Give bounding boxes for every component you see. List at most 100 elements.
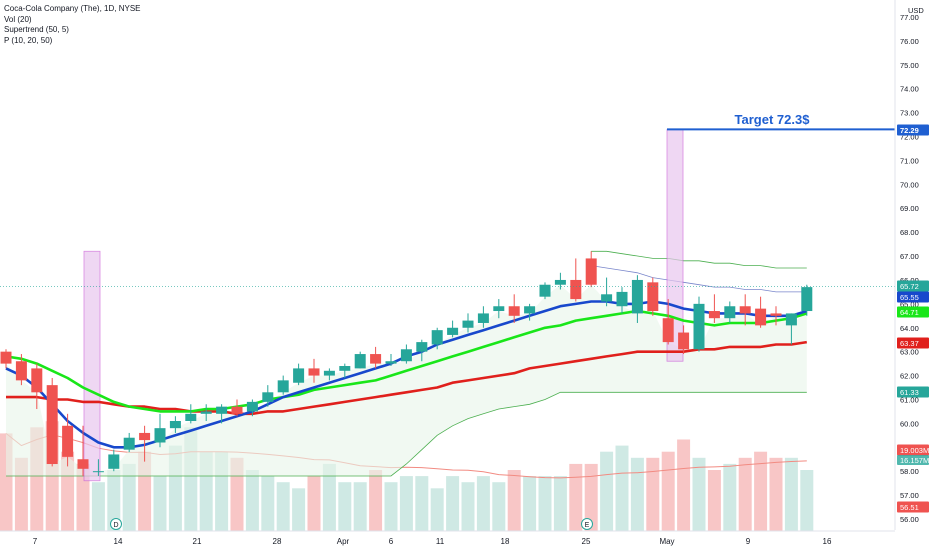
volume-bar	[630, 457, 644, 531]
volume-bar	[307, 476, 321, 531]
price-label: 63.37	[897, 337, 929, 349]
candle-body	[323, 370, 335, 376]
candle-body	[200, 411, 212, 414]
x-tick-label: 25	[582, 537, 591, 546]
x-tick-label: 16	[823, 537, 832, 546]
candle-body	[293, 368, 305, 383]
candle	[262, 385, 274, 407]
candle-body	[539, 284, 551, 297]
candle	[385, 354, 397, 367]
candle-body	[277, 380, 289, 393]
price-label-bg	[897, 291, 929, 303]
candle	[92, 459, 104, 476]
candle-body	[508, 306, 520, 316]
candle-body	[370, 354, 382, 364]
x-tick-label: 11	[436, 537, 445, 546]
candle	[724, 301, 736, 323]
price-label-bg	[897, 386, 929, 398]
volume-bar	[584, 463, 598, 531]
x-tick-label: 7	[33, 537, 38, 546]
candle-body	[770, 313, 782, 316]
candle-body	[354, 354, 366, 369]
currency-label: USD	[908, 6, 924, 15]
marker-circle	[110, 518, 122, 530]
marker-letter: E	[585, 522, 590, 529]
candle-body	[631, 279, 643, 314]
candle-body	[785, 313, 797, 326]
candle-body	[308, 368, 320, 376]
candle-body	[0, 351, 12, 364]
candle-body	[585, 258, 597, 285]
candle-body	[570, 279, 582, 300]
price-label-text: 65.72	[900, 282, 919, 291]
y-tick-label: 74.00	[900, 85, 919, 94]
price-label-text: 56.51	[900, 503, 919, 512]
price-label-text: 61.33	[900, 388, 919, 397]
candle	[354, 351, 366, 369]
volume-bar	[430, 488, 444, 531]
candle	[554, 272, 566, 290]
candle-body	[739, 306, 751, 314]
volume-bar	[646, 457, 660, 531]
price-label: 72.29	[897, 124, 929, 136]
indicator-volume: Vol (20)	[4, 14, 32, 24]
candle	[216, 404, 228, 424]
y-tick-label: 66.00	[900, 276, 919, 285]
volume-bar	[661, 451, 675, 531]
volume-label-2: 16.157M	[897, 455, 929, 465]
candle-body	[169, 420, 181, 429]
volume-bar	[784, 457, 798, 531]
candle-body	[400, 349, 412, 362]
y-tick-label: 69.00	[900, 204, 919, 213]
candle-body	[15, 361, 27, 381]
candle	[416, 339, 428, 362]
candle-body	[493, 306, 505, 312]
price-label: 61.33	[897, 386, 929, 398]
y-tick-label: 71.00	[900, 156, 919, 165]
candle	[785, 313, 797, 345]
volume-bar	[369, 470, 383, 531]
x-tick-label: 9	[746, 537, 751, 546]
ma50-line	[6, 340, 808, 416]
volume-bar	[738, 457, 752, 531]
candle	[308, 358, 320, 383]
x-tick-label: 14	[114, 537, 123, 546]
volume-bar	[322, 463, 336, 531]
candle	[739, 294, 751, 326]
candle-body	[123, 437, 135, 450]
volume-bar	[261, 476, 275, 531]
volume-bar	[569, 463, 583, 531]
candle	[524, 303, 536, 321]
price-label-bg	[897, 455, 929, 465]
price-label-text: 72.29	[900, 126, 919, 135]
y-tick-label: 60.00	[900, 419, 919, 428]
price-labels: 72.29 65.72 65.55 64.71 63.37 61.33 19.003M 56.…	[897, 124, 929, 513]
volume-bar	[507, 470, 521, 531]
price-label: 65.55	[897, 291, 929, 303]
candle	[493, 299, 505, 319]
candle-body	[108, 454, 120, 469]
candle	[370, 346, 382, 369]
volume-bar	[153, 476, 167, 531]
volume-bar	[677, 439, 691, 531]
price-label: 65.72	[897, 280, 929, 292]
candle-body	[477, 313, 489, 323]
y-tick-label: 58.00	[900, 467, 919, 476]
band-upper-line	[591, 250, 807, 269]
candle	[755, 296, 767, 328]
price-label-bg	[897, 306, 929, 318]
chart-title: Coca-Cola Company (The), 1D, NYSE	[4, 4, 141, 13]
candle	[277, 375, 289, 395]
supertrend-line	[6, 391, 807, 477]
x-tick-label: 18	[501, 537, 510, 546]
candle	[801, 284, 813, 316]
candle	[31, 363, 43, 410]
volume-bar	[276, 482, 290, 531]
volume-bar	[615, 445, 629, 531]
volume-bar	[338, 482, 352, 531]
candle	[293, 363, 305, 386]
candle	[539, 282, 551, 300]
x-tick-label: Apr	[337, 537, 350, 546]
